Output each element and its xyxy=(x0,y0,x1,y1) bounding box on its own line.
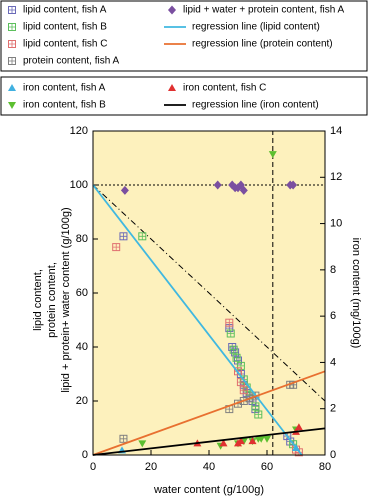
marker xyxy=(257,435,266,443)
y-tick-label: 80 xyxy=(76,233,88,245)
marker-cross xyxy=(8,23,16,31)
legend-box xyxy=(0,76,368,116)
y2-tick-label: 2 xyxy=(330,403,336,415)
marker xyxy=(225,318,234,327)
y-tick-label: 40 xyxy=(76,341,88,353)
regression-line xyxy=(92,427,326,456)
legend-label: lipid + water + protein content, fish A xyxy=(183,5,345,16)
y-tick-label: 100 xyxy=(70,179,88,191)
y2-tick-label: 0 xyxy=(330,449,336,461)
legend-label: lipid content, fish C xyxy=(23,39,108,50)
y2-tick-label: 8 xyxy=(330,264,336,276)
marker-cross xyxy=(119,435,127,443)
legend-label: protein content, fish A xyxy=(23,56,120,67)
x-tick-label: 0 xyxy=(90,461,96,473)
marker xyxy=(248,437,257,445)
marker-cross xyxy=(119,232,127,240)
marker xyxy=(213,180,222,190)
marker xyxy=(289,180,298,190)
marker-cross xyxy=(230,346,238,354)
marker xyxy=(251,402,260,411)
marker xyxy=(119,232,128,241)
marker-cross xyxy=(240,386,248,394)
marker xyxy=(226,329,235,338)
marker-cross xyxy=(225,319,233,327)
marker xyxy=(232,353,241,362)
y2-axis-label: iron content (mg/100g) xyxy=(350,238,362,349)
legend-box xyxy=(0,0,368,72)
legend-label: iron content, fish B xyxy=(23,100,106,111)
marker xyxy=(294,423,303,431)
marker-cross xyxy=(8,57,16,65)
marker-cross xyxy=(251,402,259,410)
marker xyxy=(8,57,16,65)
regression-line xyxy=(92,184,303,456)
marker-cross xyxy=(254,411,262,418)
y2-tick-label: 10 xyxy=(330,217,342,229)
legend-label: lipid content, fish A xyxy=(23,5,107,16)
marker xyxy=(8,40,16,48)
marker xyxy=(138,440,147,448)
plot-frame xyxy=(92,130,326,456)
marker xyxy=(236,437,245,445)
legend-label: lipid content, fish B xyxy=(23,22,107,33)
marker-cross xyxy=(237,378,245,386)
y-tick-label: 20 xyxy=(76,395,88,407)
x-axis-label: water content (g/100g) xyxy=(153,484,264,496)
y-axis-label: lipid content, xyxy=(32,269,44,331)
y-tick-label: 120 xyxy=(70,125,88,137)
marker-cross xyxy=(138,232,146,240)
marker xyxy=(219,439,228,447)
marker xyxy=(229,345,238,354)
marker xyxy=(168,84,176,91)
y2-tick-label: 4 xyxy=(330,356,336,368)
x-tick-label: 40 xyxy=(203,461,215,473)
y2-tick-label: 6 xyxy=(330,310,336,322)
marker-cross xyxy=(8,40,16,48)
marker-cross xyxy=(233,354,241,362)
x-tick-label: 60 xyxy=(261,461,273,473)
legend-label: iron content, fish A xyxy=(23,83,106,94)
marker xyxy=(263,435,271,443)
marker-cross xyxy=(112,243,120,251)
marker xyxy=(239,185,248,195)
y2-tick-label: 12 xyxy=(330,171,342,183)
marker xyxy=(239,386,248,395)
y-axis-label: protein content, xyxy=(46,262,58,338)
marker xyxy=(138,232,147,241)
marker-cross xyxy=(8,6,16,14)
y-tick-label: 0 xyxy=(82,449,88,461)
y2-tick-label: 14 xyxy=(330,125,342,137)
regression-line xyxy=(92,370,326,456)
y-axis-label: lipid + protein+ water content (g/100g) xyxy=(60,207,72,392)
x-tick-label: 80 xyxy=(319,461,331,473)
marker xyxy=(8,84,16,91)
marker xyxy=(119,434,128,443)
marker xyxy=(112,243,121,252)
marker xyxy=(268,151,277,159)
legend-label: regression line (protein content) xyxy=(192,39,333,50)
marker xyxy=(168,5,176,15)
marker xyxy=(8,6,16,14)
legend-label: regression line (lipid content) xyxy=(192,22,320,33)
x-tick-label: 20 xyxy=(145,461,157,473)
marker xyxy=(254,410,263,419)
legend-label: iron content, fish C xyxy=(183,83,266,94)
marker xyxy=(8,23,16,31)
marker xyxy=(292,444,300,452)
reference-line xyxy=(92,184,326,402)
marker xyxy=(120,185,129,195)
legend-label: regression line (iron content) xyxy=(192,100,319,111)
marker-cross xyxy=(227,330,235,337)
y-tick-label: 60 xyxy=(76,287,88,299)
marker xyxy=(8,102,16,109)
